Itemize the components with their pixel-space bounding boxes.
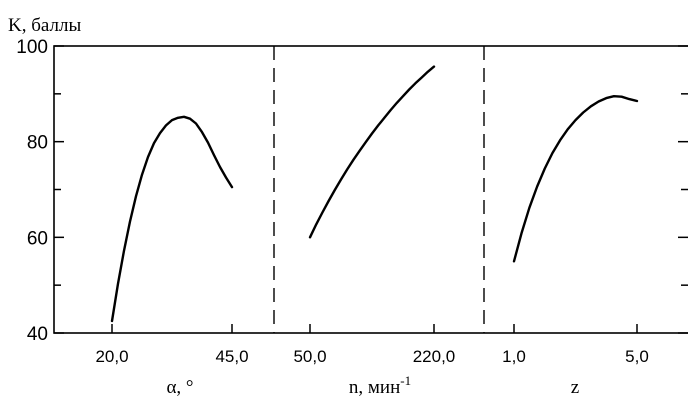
y-axis-title: K, баллы <box>8 15 81 36</box>
y-axis: 40 60 80 100 <box>16 37 688 345</box>
x-axis-title-main: z <box>571 377 579 398</box>
x-tick-label: 220,0 <box>413 347 456 366</box>
x-tick-label: 20,0 <box>95 347 128 366</box>
series-lines <box>110 65 639 323</box>
series-line-panel-2 <box>308 65 436 239</box>
y-tick-label: 80 <box>27 133 48 154</box>
x-tick-label: 1,0 <box>502 347 526 366</box>
series-line-panel-3 <box>512 95 639 263</box>
x-axis-title-unit: , мин <box>358 377 400 398</box>
y-tick-label: 100 <box>16 37 48 58</box>
x-tick-label: 50,0 <box>293 347 326 366</box>
x-tick-label: 45,0 <box>215 347 248 366</box>
x-axis-title-unit: , ° <box>176 377 193 398</box>
x-tick-label: 5,0 <box>625 347 649 366</box>
x-axis-title-main: α <box>166 377 176 398</box>
x-axis-titles: α, ° n, мин-1 z <box>166 373 579 398</box>
x-axis-title: z <box>571 377 579 398</box>
y-tick-label: 60 <box>27 228 48 249</box>
x-axis-title-main: n <box>349 377 359 398</box>
x-axis-title: n, мин-1 <box>349 373 411 398</box>
x-axes: 20,0 45,0 50,0 220,0 1,0 5,0 <box>95 324 649 366</box>
series-line-panel-1 <box>110 115 234 323</box>
plot-frame <box>53 45 688 334</box>
panel-separators <box>273 46 485 333</box>
x-axis-title: α, ° <box>166 377 193 398</box>
y-tick-label: 40 <box>27 324 48 345</box>
x-axis-title-superscript: -1 <box>400 373 411 388</box>
